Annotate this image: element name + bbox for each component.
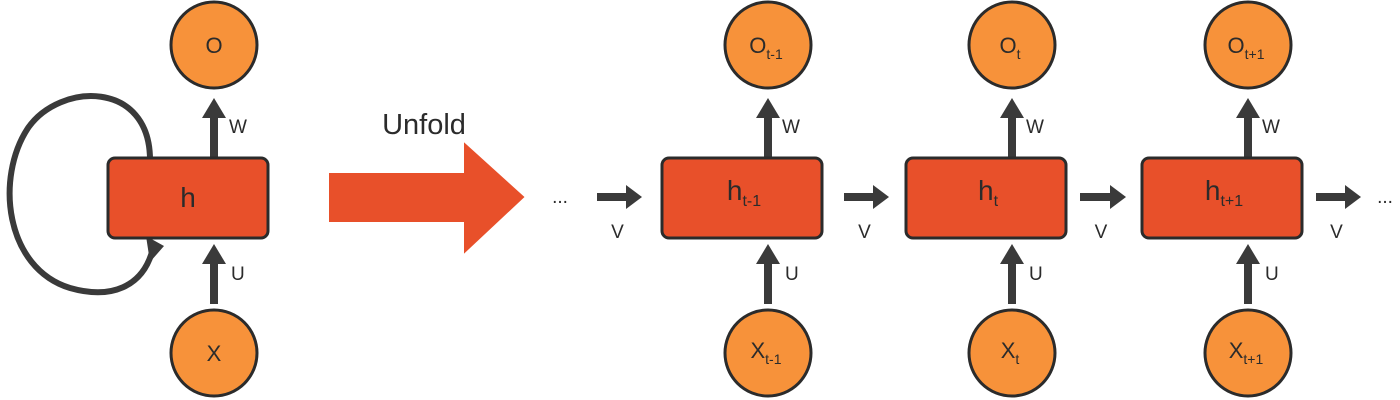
input-node-label-base: X <box>750 338 765 363</box>
recurrent-arrowhead <box>1345 185 1361 209</box>
input-weight-label: U <box>231 264 245 285</box>
recurrent-weight-label: V <box>1330 222 1343 243</box>
ellipsis-left: ... <box>552 187 568 208</box>
input-weight-arrowhead <box>1000 244 1024 264</box>
output-weight-arrowhead <box>1236 98 1260 118</box>
output-weight-label: W <box>1262 117 1280 138</box>
output-node-label-base: O <box>999 33 1016 58</box>
hidden-box <box>660 156 824 240</box>
output-node-label-subscript: t-1 <box>766 46 783 62</box>
hidden-box-label-base: h <box>978 175 994 206</box>
input-weight-arrowhead <box>202 244 226 264</box>
output-node-label: Ot+1 <box>1228 33 1265 62</box>
output-weight-arrowhead <box>1000 98 1024 118</box>
hidden-box <box>904 156 1068 240</box>
input-node <box>723 308 813 398</box>
output-weight-label: W <box>782 117 800 138</box>
hidden-box-label: ht <box>978 175 999 210</box>
input-weight-arrowhead <box>756 244 780 264</box>
ellipsis-right: ... <box>1377 187 1393 208</box>
recurrent-link-1: V <box>597 185 642 243</box>
recurrent-arrowhead <box>626 185 642 209</box>
input-weight-label: U <box>1029 264 1043 285</box>
input-node-label-subscript: t-1 <box>765 351 782 367</box>
recurrent-weight-label: V <box>858 222 871 243</box>
unfold-arrow <box>327 137 528 259</box>
recurrent-arrowhead <box>873 185 889 209</box>
input-node-label: Xt-1 <box>750 338 781 367</box>
hidden-box-label: ht-1 <box>727 175 761 210</box>
unfolded-rnn: ... ... Ot-1Wht-1UXt-1OtWhtUXtOt+1Wht+1U… <box>552 0 1393 398</box>
output-weight-arrowhead <box>756 98 780 118</box>
recurrent-loop-arrowhead <box>146 236 164 262</box>
input-weight-label: U <box>785 264 799 285</box>
recurrent-weight-label: V <box>1095 222 1108 243</box>
output-node-label: Ot-1 <box>749 33 783 62</box>
hidden-box <box>106 156 270 240</box>
input-node-label-subscript: t+1 <box>1243 351 1263 367</box>
recurrent-link-2: V <box>844 185 889 243</box>
hidden-box-label-subscript: t+1 <box>1220 193 1243 210</box>
output-weight-label: W <box>229 117 247 138</box>
output-node <box>967 0 1057 90</box>
hidden-box-label: h <box>180 182 196 213</box>
input-node-label-base: X <box>1001 338 1016 363</box>
hidden-box <box>1140 156 1304 240</box>
input-node <box>1203 308 1293 398</box>
hidden-box-label-subscript: t <box>994 193 999 210</box>
output-weight-arrowhead <box>202 98 226 118</box>
hidden-box-label-base: h <box>1205 175 1221 206</box>
output-node-label-base: O <box>749 33 766 58</box>
input-weight-arrowhead <box>1236 244 1260 264</box>
output-node-label-subscript: t <box>1017 46 1021 62</box>
recurrent-weight-label: V <box>611 222 624 243</box>
unfold-label: Unfold <box>382 109 466 141</box>
input-node-label: Xt+1 <box>1229 338 1264 367</box>
output-node <box>1203 0 1293 90</box>
input-node <box>169 308 259 398</box>
unfold-transition: Unfold <box>327 109 528 259</box>
input-node <box>967 308 1057 398</box>
output-node-label-base: O <box>1228 33 1245 58</box>
folded-rnn: O W h U X <box>6 0 270 398</box>
input-node-label-base: X <box>1229 338 1244 363</box>
output-node-label: Ot <box>999 33 1020 62</box>
input-weight-label: U <box>1265 264 1279 285</box>
recurrent-loop <box>6 93 155 296</box>
output-node-label: O <box>205 33 222 58</box>
output-node-label-subscript: t+1 <box>1245 46 1265 62</box>
output-node <box>169 0 259 90</box>
recurrent-link-3: V <box>1080 185 1126 243</box>
input-node-label: X <box>207 341 222 366</box>
input-node-label: Xt <box>1001 338 1020 367</box>
recurrent-link-4: V <box>1316 185 1361 243</box>
hidden-box-label-subscript: t-1 <box>742 193 761 210</box>
output-node <box>723 0 813 90</box>
output-weight-label: W <box>1026 117 1044 138</box>
recurrent-arrowhead <box>1110 185 1126 209</box>
input-node-label-subscript: t <box>1015 351 1019 367</box>
hidden-box-label: ht+1 <box>1205 175 1243 210</box>
hidden-box-label-base: h <box>727 175 743 206</box>
